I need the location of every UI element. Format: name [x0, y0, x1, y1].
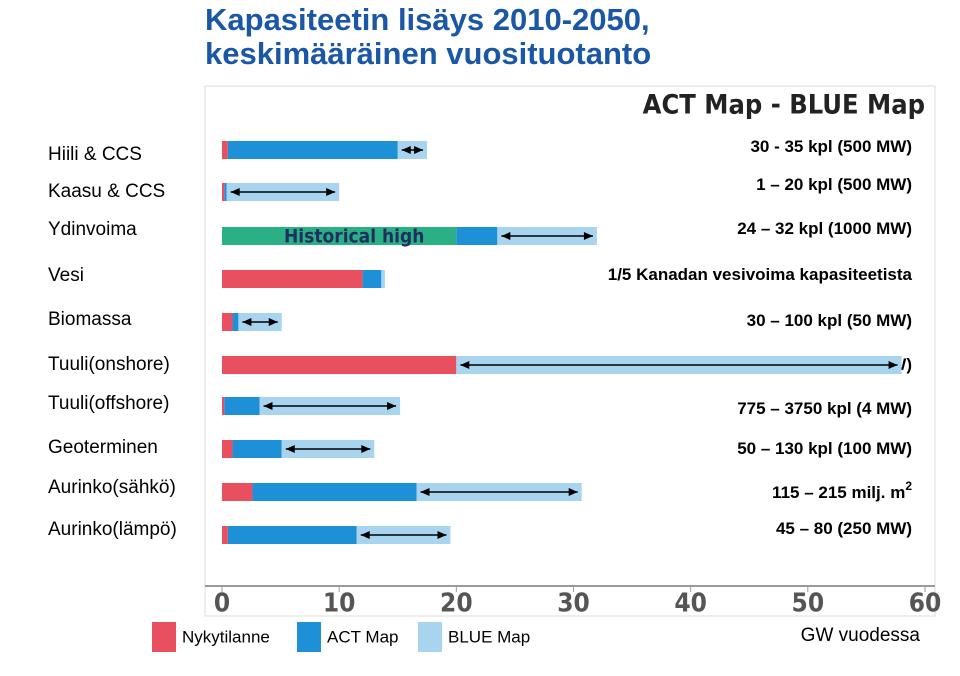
header: ACT Map - BLUE Map: [643, 90, 925, 121]
x-tick-label: 60: [909, 589, 942, 619]
annotation-sup: 2: [905, 479, 912, 493]
bar-segment: [362, 270, 382, 288]
annotation: 45 – 80 (250 MW): [776, 519, 912, 538]
arrow-head: [401, 146, 424, 154]
series-label: Historical high: [284, 226, 424, 248]
legend-swatch: [152, 622, 176, 652]
x-tick-label: 40: [674, 589, 707, 619]
x-axis-label: GW vuodessa: [801, 625, 921, 646]
bar-segment: [222, 356, 457, 374]
bar-segment: [252, 483, 417, 501]
category-label: Geoterminen: [48, 437, 158, 458]
bar-segment: [222, 227, 457, 245]
annotation: 1 – 20 kpl (500 MW): [756, 175, 912, 194]
bar-segment: [224, 183, 227, 201]
arrow-head: [242, 318, 278, 326]
category-label: Ydinvoima: [48, 219, 137, 240]
bar-segment: [232, 313, 239, 331]
category-label: Aurinko(sähkö): [48, 477, 176, 498]
category-label: Vesi: [48, 265, 84, 286]
annotation-text: 50 – 130 kpl (100 MW): [737, 439, 912, 458]
chart-title: keskimääräinen vuosituotanto: [205, 36, 651, 71]
x-tick-label: 10: [323, 589, 356, 619]
annotation-text: 1 – 20 kpl (500 MW): [756, 175, 912, 194]
arrow-head: [360, 531, 447, 539]
bar-segment: [222, 141, 228, 159]
legend-swatch: [297, 622, 321, 652]
annotation: 50 – 130 kpl (100 MW): [737, 439, 912, 458]
category-label: Hiili & CCS: [48, 144, 142, 165]
category-label: Aurinko(lämpö): [48, 519, 177, 540]
bar-segment: [222, 397, 225, 415]
bar-segment: [222, 270, 363, 288]
bar-segment: [222, 313, 233, 331]
bar-segment: [222, 483, 253, 501]
legend-label: Nykytilanne: [182, 627, 270, 646]
annotation-text: 45 – 80 (250 MW): [776, 519, 912, 538]
bar-segment: [227, 141, 398, 159]
bar-segment: [224, 397, 260, 415]
annotation: 115 – 215 milj. m2: [772, 479, 912, 502]
annotation: 30 – 100 kpl (50 MW): [747, 311, 912, 330]
annotation: 775 – 3750 kpl (4 MW): [737, 399, 912, 418]
arrow-head: [285, 445, 371, 453]
category-label: Kaasu & CCS: [48, 181, 165, 202]
bar-segment: [381, 270, 385, 288]
annotation-text: 775 – 3750 kpl (4 MW): [737, 399, 912, 418]
x-tick-label: 20: [440, 589, 473, 619]
category-label: Biomassa: [48, 309, 132, 330]
annotation-text: 24 – 32 kpl (1000 MW): [737, 219, 912, 238]
annotation-text: 1/5 Kanadan vesivoima kapasiteetista: [608, 265, 913, 284]
annotation: 30 - 35 kpl (500 MW): [750, 137, 912, 156]
chart-title: Kapasiteetin lisäys 2010-2050,: [205, 2, 650, 37]
bar-segment: [456, 227, 498, 245]
bar-segment: [222, 440, 233, 458]
legend-label: ACT Map: [327, 627, 399, 646]
category-label: Tuuli(onshore): [48, 354, 170, 375]
annotation-text: 115 – 215 milj. m: [772, 483, 905, 502]
legend-label: BLUE Map: [448, 627, 530, 646]
annotation: 24 – 32 kpl (1000 MW): [737, 219, 912, 238]
bar-segment: [222, 526, 228, 544]
x-tick-label: 30: [557, 589, 590, 619]
x-tick-label: 0: [214, 589, 230, 619]
bar-segment: [232, 440, 282, 458]
bar-segment: [222, 183, 225, 201]
legend-swatch: [418, 622, 442, 652]
bar-segment: [227, 526, 357, 544]
x-tick-label: 50: [792, 589, 825, 619]
annotation-text: 30 – 100 kpl (50 MW): [747, 311, 912, 330]
category-label: Tuuli(offshore): [48, 393, 169, 414]
annotation-text: 30 - 35 kpl (500 MW): [750, 137, 912, 156]
annotation: 1/5 Kanadan vesivoima kapasiteetista: [608, 265, 913, 284]
